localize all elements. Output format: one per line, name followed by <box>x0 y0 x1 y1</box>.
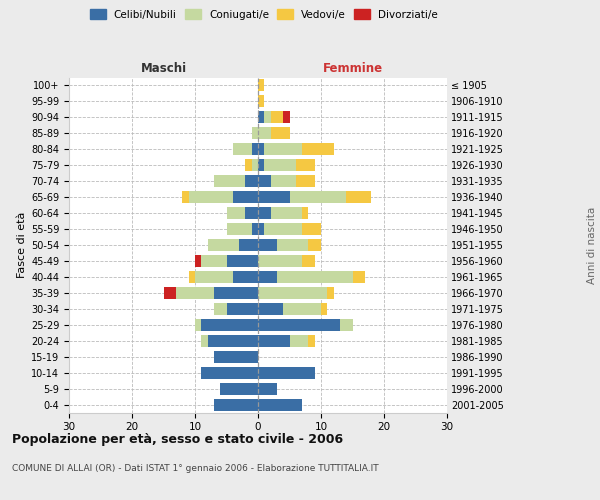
Bar <box>233 271 258 283</box>
Bar <box>227 223 252 235</box>
Bar <box>265 223 302 235</box>
Bar <box>227 255 258 267</box>
Bar <box>195 271 233 283</box>
Bar <box>202 366 258 378</box>
Bar <box>258 398 302 410</box>
Bar <box>245 160 252 171</box>
Bar <box>245 207 258 219</box>
Bar <box>227 303 258 315</box>
Bar <box>252 128 258 140</box>
Bar <box>208 239 239 251</box>
Bar <box>176 287 214 299</box>
Bar <box>214 350 258 362</box>
Bar <box>346 191 371 203</box>
Bar <box>233 144 252 156</box>
Bar <box>290 334 308 346</box>
Bar <box>252 223 258 235</box>
Bar <box>233 191 258 203</box>
Bar <box>245 175 258 187</box>
Bar <box>258 80 265 92</box>
Bar <box>258 96 265 108</box>
Bar <box>271 128 290 140</box>
Bar <box>283 303 321 315</box>
Bar <box>321 303 328 315</box>
Bar <box>308 334 314 346</box>
Bar <box>290 191 346 203</box>
Text: Anni di nascita: Anni di nascita <box>587 206 597 284</box>
Bar <box>258 112 265 124</box>
Bar <box>202 319 258 330</box>
Bar <box>252 160 258 171</box>
Bar <box>258 271 277 283</box>
Text: Popolazione per età, sesso e stato civile - 2006: Popolazione per età, sesso e stato civil… <box>12 432 343 446</box>
Bar <box>214 303 227 315</box>
Bar <box>252 144 258 156</box>
Bar <box>189 191 233 203</box>
Bar <box>202 255 227 267</box>
Bar <box>214 398 258 410</box>
Bar <box>208 334 258 346</box>
Text: Femmine: Femmine <box>322 62 383 75</box>
Bar <box>258 144 265 156</box>
Bar <box>214 175 245 187</box>
Bar <box>220 382 258 394</box>
Bar <box>308 239 321 251</box>
Bar <box>296 175 314 187</box>
Bar <box>258 287 328 299</box>
Bar <box>271 175 296 187</box>
Text: Maschi: Maschi <box>140 62 187 75</box>
Bar <box>258 239 277 251</box>
Bar <box>302 255 315 267</box>
Bar <box>302 207 308 219</box>
Bar <box>353 271 365 283</box>
Bar <box>271 207 302 219</box>
Bar <box>195 319 202 330</box>
Bar <box>277 271 353 283</box>
Bar <box>227 207 245 219</box>
Bar <box>340 319 353 330</box>
Bar <box>328 287 334 299</box>
Bar <box>271 112 283 124</box>
Bar <box>258 223 265 235</box>
Bar <box>258 366 314 378</box>
Bar <box>277 239 308 251</box>
Bar <box>302 144 334 156</box>
Bar <box>258 207 271 219</box>
Bar <box>214 287 258 299</box>
Bar <box>265 112 271 124</box>
Bar <box>164 287 176 299</box>
Bar <box>302 223 321 235</box>
Bar <box>258 382 277 394</box>
Bar <box>265 144 302 156</box>
Bar <box>258 175 271 187</box>
Bar <box>202 334 208 346</box>
Bar <box>258 191 290 203</box>
Bar <box>258 303 283 315</box>
Bar <box>296 160 314 171</box>
Bar <box>258 319 340 330</box>
Bar <box>283 112 290 124</box>
Legend: Celibi/Nubili, Coniugati/e, Vedovi/e, Divorziati/e: Celibi/Nubili, Coniugati/e, Vedovi/e, Di… <box>86 5 442 24</box>
Y-axis label: Fasce di età: Fasce di età <box>17 212 27 278</box>
Bar <box>188 271 195 283</box>
Bar <box>195 255 202 267</box>
Bar <box>258 255 302 267</box>
Bar <box>182 191 188 203</box>
Text: COMUNE DI ALLAI (OR) - Dati ISTAT 1° gennaio 2006 - Elaborazione TUTTITALIA.IT: COMUNE DI ALLAI (OR) - Dati ISTAT 1° gen… <box>12 464 379 473</box>
Bar <box>265 160 296 171</box>
Bar <box>239 239 258 251</box>
Bar <box>258 334 290 346</box>
Bar <box>258 128 271 140</box>
Bar <box>258 160 265 171</box>
